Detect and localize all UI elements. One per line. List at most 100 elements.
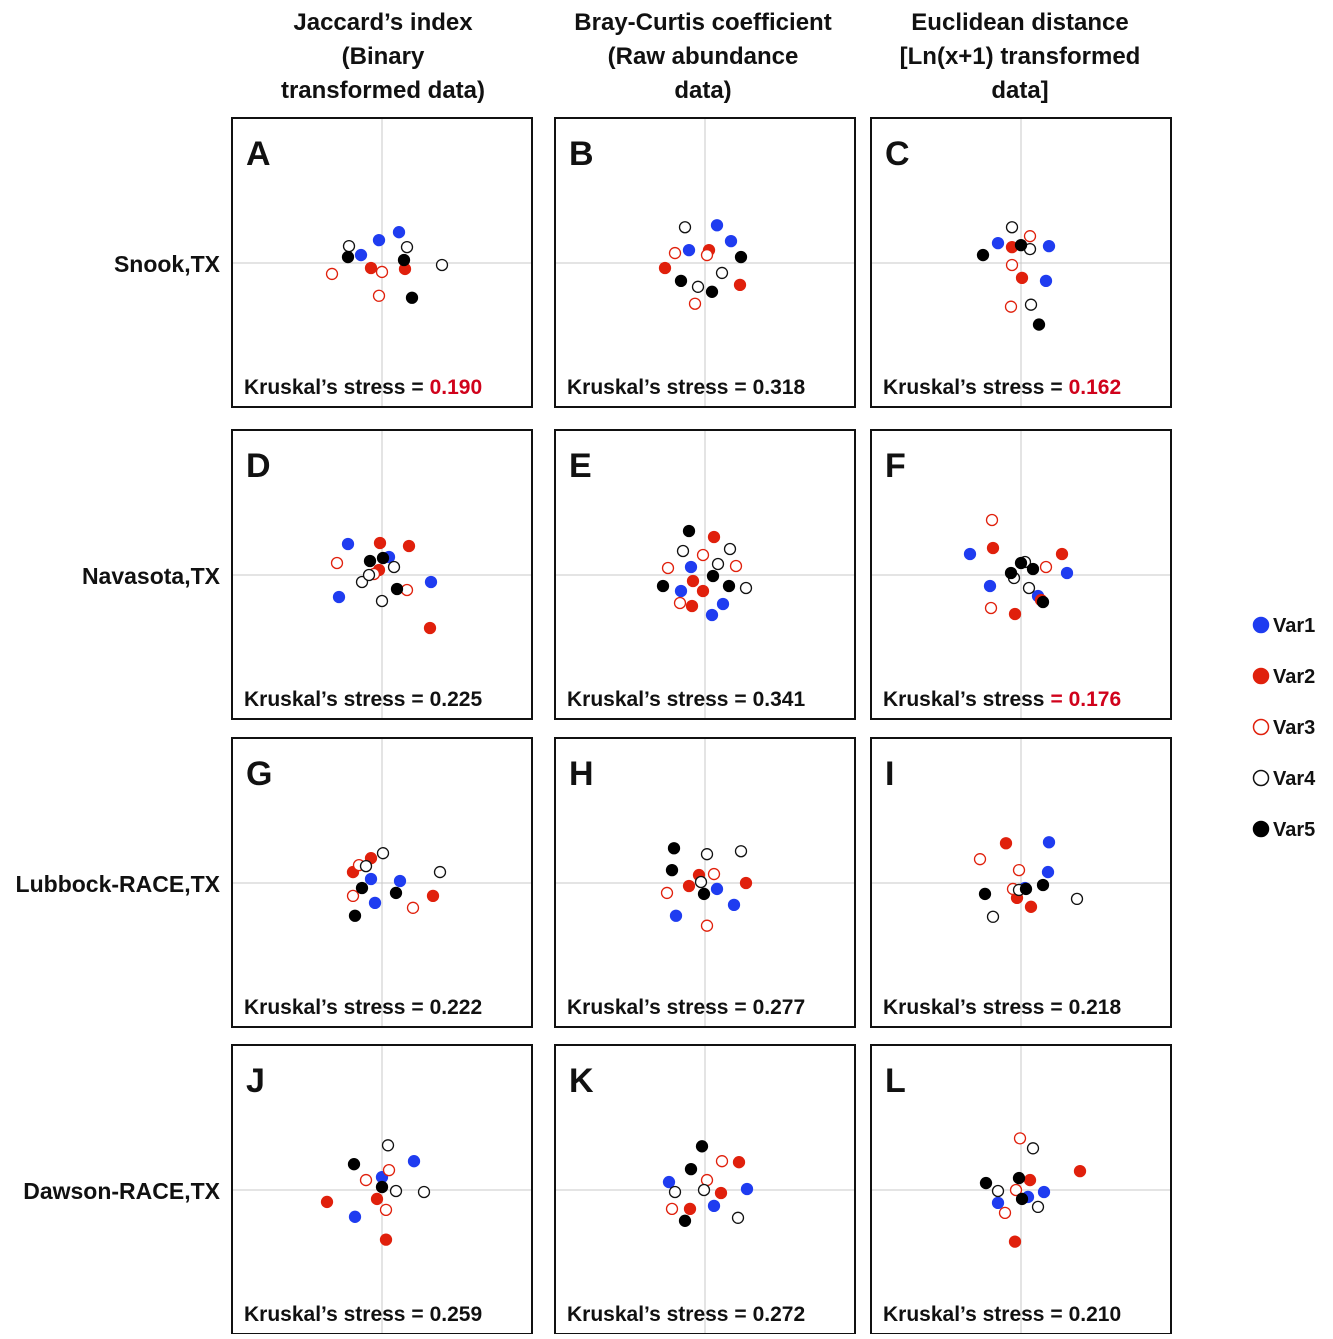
point: [991, 1184, 1005, 1198]
stress-value: 0.272: [753, 1303, 806, 1326]
point: [1009, 1183, 1023, 1197]
column-title: Jaccard’s index: [293, 9, 473, 36]
point: [985, 513, 999, 527]
point: [406, 901, 420, 914]
stress-value: = 0.176: [1051, 688, 1122, 711]
stress-value: 0.277: [753, 996, 806, 1019]
point: [1039, 560, 1053, 574]
point: [963, 547, 977, 561]
point: [376, 551, 390, 565]
point: [390, 582, 404, 596]
column-title: data): [674, 77, 731, 104]
point: [986, 541, 1000, 555]
point: [1014, 556, 1028, 570]
point: [325, 267, 339, 281]
point: [695, 1140, 709, 1153]
stress-value: 0.190: [430, 376, 483, 399]
point: [389, 886, 403, 900]
point: [668, 246, 682, 260]
point: [405, 291, 419, 304]
point: [983, 579, 997, 593]
point: [1031, 1200, 1045, 1214]
point: [1060, 566, 1074, 580]
point: [1026, 562, 1040, 576]
panel-label: G: [246, 755, 272, 793]
stress-value: 0.225: [430, 688, 483, 711]
point: [341, 250, 355, 264]
column-title: (Binary: [342, 43, 425, 70]
point: [731, 1211, 745, 1224]
point: [1039, 274, 1053, 288]
point: [682, 243, 696, 257]
stress-annotation: Kruskal’s stress = 0.222: [244, 996, 482, 1019]
point: [354, 248, 368, 262]
point: [682, 524, 696, 538]
stress-annotation: Kruskal’s stress = 0.190: [244, 376, 482, 399]
point: [999, 837, 1013, 850]
stress-text: Kruskal’s stress =: [567, 1303, 747, 1326]
point: [979, 1176, 993, 1190]
legend-marker: [1252, 769, 1270, 787]
row-label: Dawson-RACE,TX: [23, 1178, 220, 1204]
point: [991, 1196, 1005, 1210]
point: [1008, 607, 1022, 621]
panel: D Kruskal’s stress = 0.225: [231, 429, 533, 720]
panel-frame: [870, 429, 1172, 720]
point: [1055, 547, 1069, 561]
point: [734, 845, 748, 858]
panel: G Kruskal’s stress = 0.222: [231, 737, 533, 1028]
point: [400, 240, 414, 254]
panel: E Kruskal’s stress = 0.341: [554, 429, 856, 720]
point: [973, 853, 987, 866]
stress-value: 0.162: [1069, 376, 1122, 399]
point: [348, 1210, 362, 1223]
row-label: Lubbock-RACE,TX: [16, 871, 221, 897]
point: [346, 889, 360, 903]
point: [676, 544, 690, 558]
point: [732, 1156, 746, 1169]
point: [373, 536, 387, 550]
point: [729, 559, 743, 573]
point: [359, 859, 373, 873]
point: [694, 875, 708, 889]
point: [991, 236, 1005, 250]
panel: L Kruskal’s stress = 0.210: [870, 1044, 1172, 1335]
legend-marker: [1252, 820, 1270, 838]
point: [984, 601, 998, 615]
point: [700, 848, 714, 861]
point: [370, 1192, 384, 1206]
point: [707, 1199, 721, 1213]
point: [978, 887, 992, 901]
panel-label: F: [885, 447, 906, 485]
stress-text: Kruskal’s stress =: [883, 996, 1063, 1019]
column-title: (Raw abundance: [608, 43, 799, 70]
point: [1024, 900, 1038, 913]
point: [1005, 221, 1019, 234]
point: [706, 569, 720, 583]
point: [705, 608, 719, 622]
point: [678, 1214, 692, 1227]
panel: K Kruskal’s stress = 0.272: [554, 1044, 856, 1335]
stress-text: Kruskal’s stress =: [567, 688, 747, 711]
stress-value: 0.318: [753, 376, 806, 399]
point: [348, 909, 362, 922]
stress-text: Kruskal’s stress =: [244, 996, 424, 1019]
point: [347, 1158, 361, 1171]
panel-label: H: [569, 755, 594, 793]
legend-marker: [1252, 718, 1270, 736]
stress-text: Kruskal’s stress =: [244, 1303, 424, 1326]
row-label: Snook,TX: [114, 251, 221, 277]
point: [372, 234, 386, 247]
point: [1015, 271, 1029, 285]
stress-text: Kruskal’s stress =: [567, 376, 747, 399]
point: [379, 1233, 393, 1246]
stress-annotation: Kruskal’s stress = 0.210: [883, 1303, 1121, 1326]
point: [683, 1202, 697, 1216]
panel-frame: [231, 117, 533, 408]
point: [417, 1185, 431, 1199]
point: [656, 579, 670, 593]
column-title: Euclidean distance: [911, 9, 1128, 36]
point: [1012, 863, 1026, 877]
point: [976, 248, 990, 262]
point: [986, 910, 1000, 923]
